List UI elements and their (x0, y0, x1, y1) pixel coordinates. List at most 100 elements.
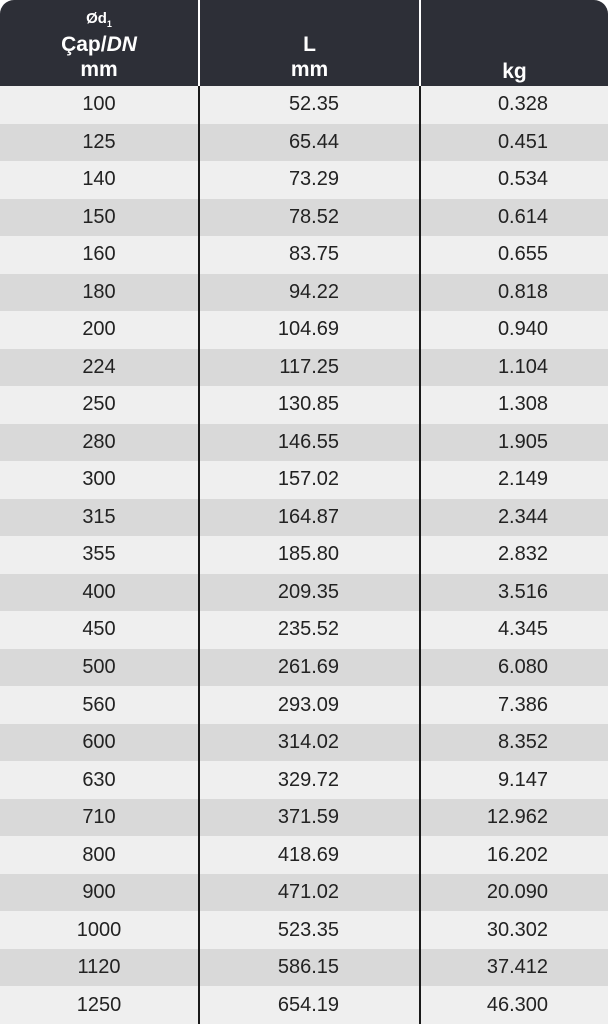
table-row: 630 329.72 9.147 (0, 761, 608, 799)
table-header: Ød1 Çap/DN mm L mm kg (0, 0, 608, 86)
length-cell: 209.35 (200, 573, 421, 612)
weight-cell: 6.080 (497, 655, 548, 678)
diameter-cell: 630 (0, 761, 200, 799)
table-row: 150 78.52 0.614 (0, 198, 608, 237)
diameter-cell: 300 (0, 461, 200, 499)
diameter-cell: 100 (0, 86, 200, 124)
table-row: 160 83.75 0.655 (0, 236, 608, 274)
diameter-cell: 560 (0, 686, 200, 724)
length-cell: 164.87 (200, 498, 421, 537)
header-length-unit: mm (290, 58, 329, 81)
length-cell: 94.22 (200, 273, 421, 312)
weight-cell: 2.149 (497, 468, 548, 491)
weight-cell: 0.818 (497, 280, 548, 303)
diameter-cell: 140 (0, 161, 200, 199)
diameter-cell: 125 (0, 123, 200, 162)
weight-cell: 0.328 (497, 93, 548, 116)
length-cell: 83.75 (200, 236, 421, 274)
table-row: 400 209.35 3.516 (0, 573, 608, 612)
weight-cell: 46.300 (486, 993, 548, 1016)
weight-cell: 3.516 (497, 580, 548, 603)
length-cell: 261.69 (200, 648, 421, 687)
diameter-cell: 800 (0, 836, 200, 874)
weight-cell: 0.451 (497, 130, 548, 153)
cap-label: Çap/ (61, 33, 107, 56)
table-row: 300 157.02 2.149 (0, 461, 608, 499)
length-cell: 586.15 (200, 948, 421, 987)
length-cell: 329.72 (200, 761, 421, 799)
diameter-cell: 250 (0, 386, 200, 424)
table-row: 125 65.44 0.451 (0, 123, 608, 162)
diameter-cell: 180 (0, 273, 200, 312)
header-weight: kg (421, 0, 608, 86)
weight-cell: 4.345 (497, 618, 548, 641)
length-cell: 371.59 (200, 798, 421, 837)
diameter-symbol: Ød (86, 10, 107, 27)
table-row: 140 73.29 0.534 (0, 161, 608, 199)
weight-cell: 0.655 (497, 243, 548, 266)
dn-label: DN (106, 33, 137, 56)
length-cell: 157.02 (200, 461, 421, 499)
diameter-cell: 400 (0, 573, 200, 612)
table-row: 600 314.02 8.352 (0, 723, 608, 762)
table-row: 1250 654.19 46.300 (0, 986, 608, 1024)
weight-cell: 2.344 (497, 505, 548, 528)
weight-cell: 1.905 (497, 430, 548, 453)
table-row: 1000 523.35 30.302 (0, 911, 608, 949)
table-row: 250 130.85 1.308 (0, 386, 608, 424)
weight-cell: 7.386 (497, 693, 548, 716)
length-cell: 314.02 (200, 723, 421, 762)
weight-cell: 0.534 (497, 168, 548, 191)
weight-cell: 2.832 (497, 543, 548, 566)
diameter-cell: 900 (0, 873, 200, 912)
weight-cell: 1.104 (497, 355, 548, 378)
table-row: 280 146.55 1.905 (0, 423, 608, 462)
weight-cell: 1.308 (497, 393, 548, 416)
table-body: 100 52.35 0.328 125 65.44 0.451 140 73.29 0.534 1… (0, 86, 608, 1024)
table-row: 180 94.22 0.818 (0, 273, 608, 312)
weight-cell: 0.940 (497, 318, 548, 341)
table-row: 224 117.25 1.104 (0, 348, 608, 387)
weight-cell: 0.614 (497, 205, 548, 228)
length-cell: 52.35 (200, 86, 421, 124)
diameter-cell: 1000 (0, 911, 200, 949)
table-row: 200 104.69 0.940 (0, 311, 608, 349)
length-cell: 78.52 (200, 198, 421, 237)
diameter-cell: 224 (0, 348, 200, 387)
table-row: 1120 586.15 37.412 (0, 948, 608, 987)
weight-cell: 16.202 (486, 843, 548, 866)
weight-cell: 8.352 (497, 731, 548, 754)
length-cell: 146.55 (200, 423, 421, 462)
table-row: 900 471.02 20.090 (0, 873, 608, 912)
header-diameter-unit: mm (80, 58, 118, 81)
length-cell: 130.85 (200, 386, 421, 424)
table-row: 800 418.69 16.202 (0, 836, 608, 874)
diameter-cell: 500 (0, 648, 200, 687)
diameter-cell: 1120 (0, 948, 200, 987)
table-row: 100 52.35 0.328 (0, 86, 608, 124)
length-cell: 523.35 (200, 911, 421, 949)
header-weight-unit: kg (502, 60, 527, 83)
diameter-cell: 200 (0, 311, 200, 349)
length-cell: 235.52 (200, 611, 421, 649)
diameter-cell: 710 (0, 798, 200, 837)
length-cell: 654.19 (200, 986, 421, 1024)
diameter-cell: 450 (0, 611, 200, 649)
header-length-label: L (303, 33, 316, 56)
diameter-cell: 1250 (0, 986, 200, 1024)
length-cell: 104.69 (200, 311, 421, 349)
header-diameter-label: Çap/DN (61, 32, 137, 57)
diameter-cell: 280 (0, 423, 200, 462)
weight-cell: 30.302 (486, 918, 548, 941)
weight-cell: 37.412 (486, 956, 548, 979)
diameter-cell: 160 (0, 236, 200, 274)
length-cell: 65.44 (200, 123, 421, 162)
weight-cell: 12.962 (486, 806, 548, 829)
length-cell: 185.80 (200, 536, 421, 574)
diameter-cell: 600 (0, 723, 200, 762)
table-row: 710 371.59 12.962 (0, 798, 608, 837)
diameter-cell: 355 (0, 536, 200, 574)
header-diameter-symbol: Ød1 (86, 11, 112, 32)
table-row: 450 235.52 4.345 (0, 611, 608, 649)
